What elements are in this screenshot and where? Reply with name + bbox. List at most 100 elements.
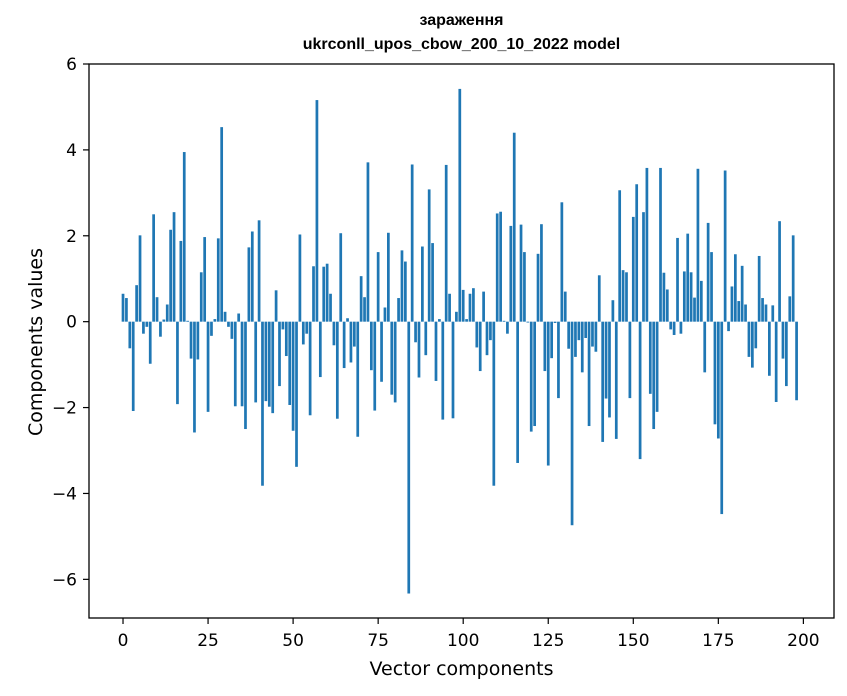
bar [662,272,666,322]
bar [438,319,441,322]
bar [502,320,506,322]
x-tick-label: 25 [197,631,219,651]
bar [689,272,693,322]
bar [216,238,220,322]
bar [699,280,703,322]
bar [740,265,744,322]
bar [567,321,571,349]
bar [781,321,785,359]
bar [676,237,679,322]
bar [373,321,377,411]
bar [468,293,472,322]
bar [519,224,523,322]
bar [223,311,227,322]
bar [587,321,591,427]
bar [506,321,509,334]
bar [679,321,683,334]
bar [301,321,305,345]
y-tick-label: 0 [66,313,77,333]
bar [475,321,479,348]
bar [580,321,584,373]
bar [322,266,326,322]
bar [696,168,700,322]
bar [642,212,645,322]
bar [125,298,128,322]
bar [155,297,159,322]
bar [512,132,516,322]
bar [768,321,771,376]
bar [291,321,295,431]
bar [298,234,302,322]
bar [308,321,312,416]
bar [495,213,499,322]
y-tick-label: −2 [52,399,77,419]
bar [553,321,557,323]
bar [669,321,673,330]
bar [250,231,254,322]
bar [237,313,241,322]
bar [533,321,536,427]
bar [550,321,554,359]
bar [363,297,366,322]
bar [193,321,196,433]
bar [451,321,455,419]
bar [472,288,475,322]
bar [199,272,203,322]
bar [271,321,275,414]
x-tick-label: 150 [617,631,649,651]
bar [489,321,492,341]
bar [227,321,230,327]
bar [135,285,138,322]
bar [206,321,210,412]
bar [455,311,458,322]
bar [703,321,707,373]
bar [577,321,581,341]
bar [196,321,200,360]
bar [584,321,588,338]
bar [693,297,696,322]
bar [557,321,560,399]
bar [448,293,451,322]
bar [247,247,251,322]
bar [764,304,768,322]
bar [148,321,152,364]
plot-area-frame [88,63,835,619]
bar [288,321,292,405]
bar [332,321,336,346]
bar [631,216,635,322]
bar [648,321,652,394]
bar [461,289,465,322]
y-tick-label: 4 [66,141,77,161]
bar [325,263,329,322]
bar [546,321,550,466]
bar [526,321,530,323]
bar [774,321,778,402]
bar [182,152,186,322]
bar [295,321,298,467]
bar [751,321,754,368]
bar [281,321,285,330]
bar [747,321,751,357]
bar [342,321,346,369]
bar [560,202,564,322]
bar [233,321,237,407]
bar [710,252,713,322]
bar [339,233,343,322]
bar [400,250,404,322]
bar [594,321,598,352]
y-tick-label: −6 [52,570,77,590]
bar [788,296,792,322]
bar [597,275,601,322]
bar [179,240,183,322]
bar [706,222,710,322]
x-tick-label: 125 [532,631,564,651]
bar [417,321,421,378]
bar [424,321,428,356]
bar [628,321,632,399]
bar [165,304,169,322]
bar [162,319,166,322]
bar [145,321,149,327]
bar [421,246,424,322]
bar [730,286,734,322]
